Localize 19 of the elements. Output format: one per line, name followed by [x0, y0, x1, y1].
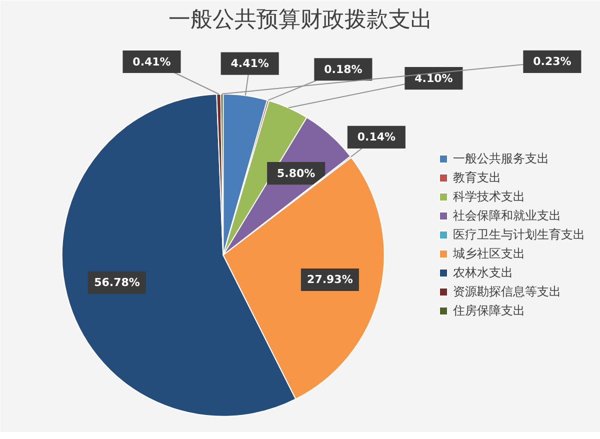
legend-label: 教育支出: [453, 169, 501, 186]
legend-label: 医疗卫生与计划生育支出: [453, 226, 585, 243]
data-label: 0.23%: [533, 55, 572, 68]
legend-label: 一般公共服务支出: [453, 150, 549, 167]
legend-label: 住房保障支出: [453, 302, 525, 319]
data-label: 0.18%: [324, 62, 362, 76]
legend-label: 农林水支出: [453, 264, 513, 281]
data-label: 0.14%: [357, 130, 396, 144]
data-label: 5.80%: [277, 166, 316, 180]
data-label: 27.93%: [307, 273, 353, 286]
legend-label: 城乡社区支出: [453, 245, 525, 262]
data-label: 4.41%: [230, 57, 269, 70]
legend-label: 社会保障和就业支出: [453, 207, 561, 224]
chart-title: 一般公共预算财政拨款支出: [168, 8, 432, 32]
legend-label: 科学技术支出: [453, 188, 525, 205]
data-label: 0.41%: [132, 55, 171, 68]
data-label: 4.10%: [414, 72, 453, 85]
legend-label: 资源勘探信息等支出: [453, 283, 561, 300]
data-label: 56.78%: [94, 276, 140, 290]
